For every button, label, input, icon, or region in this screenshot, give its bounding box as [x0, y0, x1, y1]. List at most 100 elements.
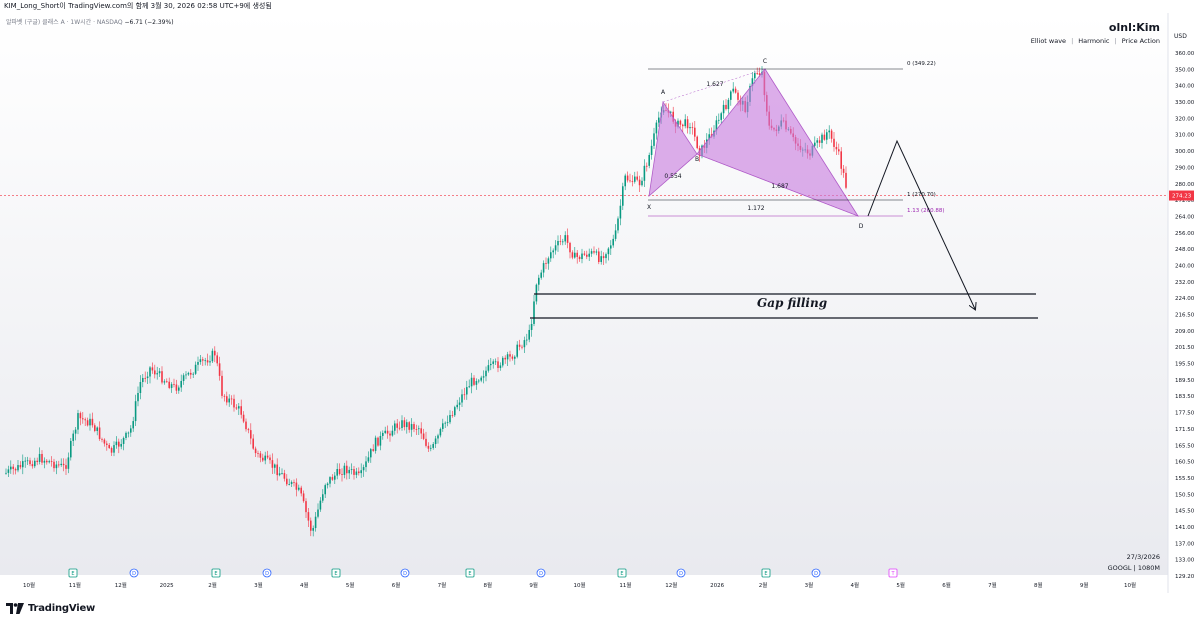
price-tick-label: 256.00: [1175, 231, 1195, 237]
candle-body: [437, 435, 439, 439]
event-marker[interactable]: [676, 568, 686, 578]
price-tick-label: 160.50: [1175, 460, 1195, 466]
candle-body: [725, 104, 727, 110]
candle-body: [530, 323, 533, 330]
last-price-value: 274.23: [1172, 194, 1192, 200]
candle-body: [204, 360, 206, 362]
candle-body: [559, 240, 562, 242]
event-marker[interactable]: [262, 568, 272, 578]
candle-body: [194, 364, 197, 374]
harmonic-xab-triangle[interactable]: [648, 100, 698, 198]
candle-body: [835, 146, 838, 150]
price-chart[interactable]: 360.00 350.00 340.00 330.00 320.00 310.00 300.…: [0, 13, 1200, 593]
event-marker[interactable]: [536, 568, 546, 578]
event-marker[interactable]: [761, 568, 771, 578]
candle-body: [257, 453, 259, 454]
candle-body: [79, 413, 82, 419]
candle-body: [343, 465, 346, 475]
candle-body: [658, 117, 660, 123]
candle-body: [53, 461, 55, 469]
candle-body: [737, 92, 739, 100]
candle-body: [67, 457, 70, 469]
time-tick-label: 9월: [1080, 581, 1089, 589]
candle-body: [689, 127, 691, 129]
candle-body: [696, 136, 698, 149]
event-marker[interactable]: [68, 568, 78, 578]
event-marker-label: E: [71, 571, 74, 577]
drawings: [530, 139, 1038, 319]
candle-body: [646, 165, 648, 167]
candle-body: [461, 394, 463, 403]
harmonic-bcd-triangle[interactable]: [696, 68, 859, 217]
candle-body: [370, 449, 372, 458]
candle-body: [262, 457, 264, 461]
event-marker[interactable]: [465, 568, 475, 578]
candle-body: [514, 356, 516, 359]
candle-body: [528, 329, 530, 340]
candle-body: [142, 377, 144, 382]
event-marker[interactable]: [129, 568, 139, 578]
symbol-volume-label: GOOGL | 1080M: [1107, 564, 1160, 572]
candle-body: [444, 422, 446, 424]
candle-body: [439, 428, 442, 436]
candle-body: [715, 120, 718, 131]
candle-body: [202, 359, 204, 361]
event-marker[interactable]: [211, 568, 221, 578]
candle-body: [286, 478, 288, 485]
candle-body: [398, 427, 401, 429]
tag-harmonic: Harmonic: [1078, 37, 1110, 45]
price-axis: 360.00 350.00 340.00 330.00 320.00 310.00 300.…: [0, 33, 1195, 580]
price-tick-label: 240.00: [1175, 263, 1195, 269]
projection-arrow[interactable]: [867, 139, 975, 309]
event-marker[interactable]: [617, 568, 627, 578]
event-marker[interactable]: [400, 568, 410, 578]
candle-body: [46, 460, 48, 463]
candle-body: [470, 377, 473, 387]
candle-body: [826, 132, 828, 140]
tradingview-logo[interactable]: TradingView: [6, 601, 95, 615]
candle-body: [430, 447, 432, 449]
candle-body: [151, 367, 154, 371]
candle-body: [293, 482, 295, 483]
candle-body: [595, 251, 598, 253]
candle-body: [197, 362, 199, 365]
event-marker[interactable]: [811, 568, 821, 578]
candle-body: [384, 430, 386, 433]
time-tick-label: 3월: [805, 581, 814, 589]
candle-body: [209, 361, 211, 363]
harmonic-xb-line: [648, 153, 698, 197]
candle-body: [487, 365, 490, 371]
candle-body: [686, 119, 689, 129]
symbol-info[interactable]: 알파벳 (구글) 클래스 A · 1W시간 · NASDAQ −6.71 (−2…: [6, 17, 174, 26]
price-tick-label: 141.00: [1175, 525, 1195, 531]
candle-body: [377, 437, 379, 446]
candle-body: [425, 438, 427, 446]
price-tick-label: 209.00: [1175, 329, 1195, 335]
ratio-cd-label: 1.687: [771, 183, 788, 190]
candle-body: [463, 394, 466, 396]
candle-body: [269, 457, 271, 461]
candle-body: [134, 401, 137, 422]
candle-body: [499, 365, 502, 369]
price-tick-label: 177.50: [1175, 411, 1195, 417]
event-marker[interactable]: [888, 568, 898, 578]
candle-body: [226, 396, 228, 403]
event-marker[interactable]: [331, 568, 341, 578]
candle-body: [535, 284, 538, 302]
candle-body: [653, 133, 655, 146]
candle-body: [206, 360, 209, 363]
candle-body: [386, 430, 389, 434]
candle-body: [350, 469, 353, 470]
candle-body: [600, 256, 602, 263]
price-tick-label: 248.00: [1175, 247, 1195, 253]
candle-body: [276, 464, 278, 476]
chart-area[interactable]: 360.00 350.00 340.00 330.00 320.00 310.00 300.…: [0, 13, 1200, 593]
candle-body: [166, 381, 168, 383]
candle-body: [127, 432, 130, 434]
candle-body: [5, 472, 7, 474]
candle-body: [305, 501, 307, 513]
candle-body: [319, 500, 322, 510]
event-marker-label: T: [890, 571, 895, 577]
candle-body: [504, 357, 506, 360]
candle-body: [624, 175, 626, 187]
